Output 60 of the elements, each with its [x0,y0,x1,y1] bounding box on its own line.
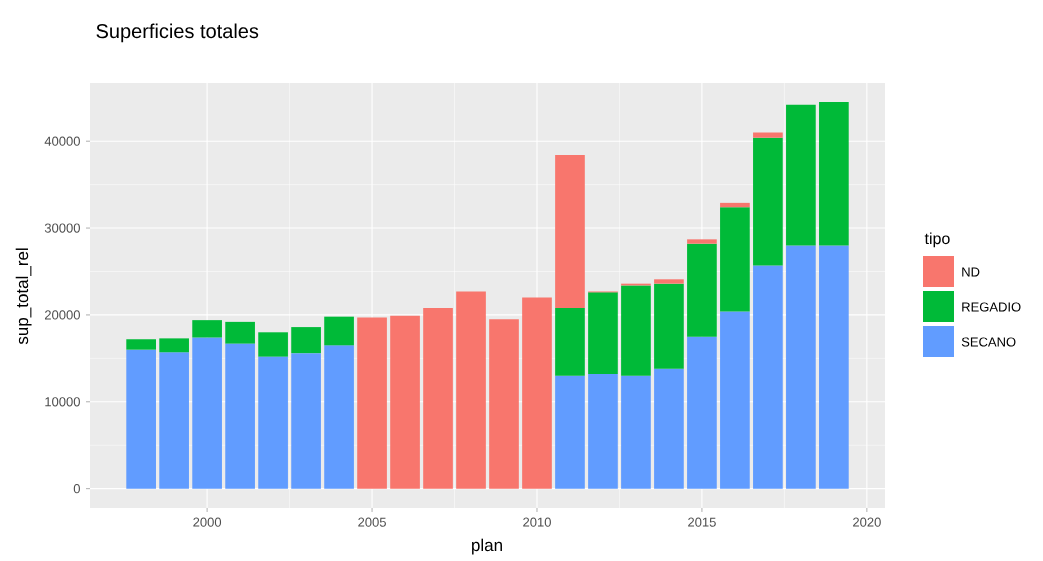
bar [753,132,783,138]
x-tick-label: 2010 [523,517,551,527]
x-tick-label: 2005 [358,517,386,527]
bar [555,307,585,376]
bar [192,337,222,489]
x-tick-label: 2020 [853,517,881,527]
bar [621,375,651,489]
bar [192,320,222,338]
y-axis-title: sup_total_rel [15,248,32,345]
bar [786,245,816,489]
y-tick-label: 40000 [44,136,80,146]
bar [423,307,453,489]
bar [687,239,717,244]
bar [687,243,717,337]
legend-label: ND [962,267,980,277]
bar [324,316,354,346]
bar [753,137,783,266]
bar [621,285,651,376]
y-tick-label: 10000 [45,397,80,407]
bar [489,319,519,489]
bar [291,327,321,354]
bar [357,317,387,489]
bar [720,311,750,489]
bar [324,345,354,489]
legend-label: SECANO [961,337,1016,347]
chart-title: Superficies totales [96,23,259,43]
bar [588,292,618,374]
legend-label: REGADIO [962,302,1021,312]
bar [720,207,750,312]
bar [159,338,189,353]
legend-title: tipo [924,232,950,248]
bar [654,283,684,369]
bar [258,332,288,357]
bar [390,315,420,489]
bar [588,373,618,489]
bar [126,349,156,489]
y-tick-label: 20000 [44,310,80,320]
bar [555,375,585,489]
bar [225,343,255,489]
bar [159,352,189,489]
bar [753,265,783,489]
bar [522,297,552,489]
bar [555,155,585,308]
bar [819,102,849,246]
bar [654,279,684,284]
bar [720,202,750,208]
x-tick-label: 2000 [193,517,222,527]
bar [291,353,321,489]
bar [225,321,255,344]
x-tick-label: 2015 [688,517,716,527]
bar [126,339,156,350]
bar [786,104,816,246]
y-tick-label: 0 [73,484,80,494]
bar [456,291,486,489]
bar [819,245,849,489]
bar [654,368,684,489]
x-axis-title: plan [472,538,502,555]
bar [687,336,717,489]
bar [258,356,288,489]
y-tick-label: 30000 [44,223,80,233]
